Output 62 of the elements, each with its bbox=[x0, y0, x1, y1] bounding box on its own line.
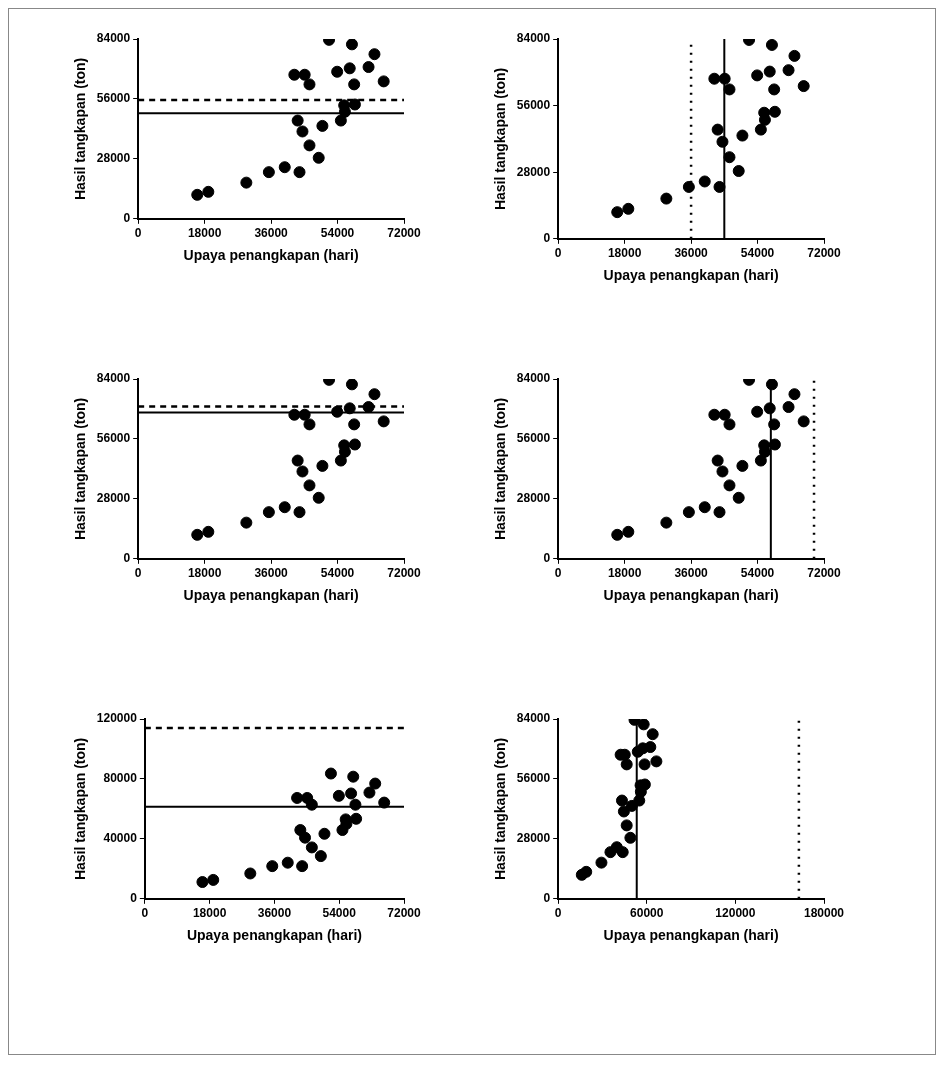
y-tick-label: 28000 bbox=[516, 164, 551, 179]
x-tick-label: 54000 bbox=[740, 246, 775, 261]
y-tick-label: 84000 bbox=[516, 31, 551, 46]
y-tick-label: 56000 bbox=[96, 431, 131, 446]
y-tick-label: 84000 bbox=[96, 31, 131, 46]
x-tick-label: 180000 bbox=[803, 906, 845, 921]
x-tick-label: 72000 bbox=[807, 246, 842, 261]
y-axis-title: Hasil tangkapan (ton) bbox=[72, 737, 89, 881]
x-tick-label: 36000 bbox=[257, 906, 292, 921]
x-axis-title: Upaya penangkapan (hari) bbox=[183, 587, 359, 604]
y-tick-label: 84000 bbox=[516, 711, 551, 726]
y-tick-label: 56000 bbox=[516, 771, 551, 786]
x-tick-label: 18000 bbox=[187, 566, 222, 581]
x-axis-title: Upaya penangkapan (hari) bbox=[186, 927, 362, 944]
y-tick-label: 0 bbox=[130, 891, 138, 906]
x-tick-label: 36000 bbox=[674, 566, 709, 581]
x-tick-label: 72000 bbox=[387, 566, 422, 581]
x-tick-label: 60000 bbox=[630, 906, 664, 921]
x-tick-label: 54000 bbox=[320, 566, 355, 581]
x-tick-label: 54000 bbox=[740, 566, 775, 581]
x-tick-label: 120000 bbox=[715, 906, 756, 921]
y-tick-label: 40000 bbox=[103, 831, 138, 846]
y-tick-label: 28000 bbox=[96, 491, 131, 506]
x-tick-label: 72000 bbox=[807, 566, 842, 581]
y-tick-label: 0 bbox=[543, 891, 551, 906]
x-tick-label: 54000 bbox=[322, 906, 357, 921]
y-tick-label: 56000 bbox=[516, 97, 551, 112]
y-tick-label: 28000 bbox=[516, 831, 551, 846]
x-tick-label: 36000 bbox=[254, 226, 289, 241]
y-tick-label: 0 bbox=[543, 551, 551, 566]
x-tick-label: 18000 bbox=[192, 906, 227, 921]
y-tick-label: 28000 bbox=[516, 491, 551, 506]
x-tick-label: 0 bbox=[141, 906, 149, 921]
x-tick-label: 0 bbox=[554, 246, 562, 261]
x-tick-label: 18000 bbox=[607, 566, 642, 581]
y-tick-label: 0 bbox=[123, 211, 131, 226]
x-tick-label: 72000 bbox=[387, 906, 422, 921]
x-axis-title: Upaya penangkapan (hari) bbox=[603, 267, 779, 284]
x-axis-title: Upaya penangkapan (hari) bbox=[603, 587, 779, 604]
x-tick-label: 18000 bbox=[187, 226, 222, 241]
x-axis-title: Upaya penangkapan (hari) bbox=[603, 927, 779, 944]
x-tick-label: 0 bbox=[554, 566, 562, 581]
x-tick-label: 0 bbox=[554, 906, 562, 921]
x-axis-title: Upaya penangkapan (hari) bbox=[183, 247, 359, 264]
y-tick-label: 120000 bbox=[96, 711, 138, 726]
y-tick-label: 84000 bbox=[96, 371, 131, 386]
y-tick-label: 0 bbox=[123, 551, 131, 566]
x-tick-label: 36000 bbox=[674, 246, 709, 261]
y-tick-label: 56000 bbox=[516, 431, 551, 446]
y-axis-title: Hasil tangkapan (ton) bbox=[72, 397, 89, 541]
x-tick-label: 54000 bbox=[320, 226, 355, 241]
y-axis-title: Hasil tangkapan (ton) bbox=[492, 397, 509, 541]
x-tick-label: 36000 bbox=[254, 566, 289, 581]
x-tick-label: 72000 bbox=[387, 226, 422, 241]
y-tick-label: 84000 bbox=[516, 371, 551, 386]
y-tick-label: 28000 bbox=[96, 151, 131, 166]
y-tick-label: 56000 bbox=[96, 91, 131, 106]
y-axis-title: Hasil tangkapan (ton) bbox=[72, 57, 89, 201]
x-tick-label: 18000 bbox=[607, 246, 642, 261]
y-axis-title: Hasil tangkapan (ton) bbox=[492, 737, 509, 881]
y-tick-label: 80000 bbox=[103, 771, 138, 786]
y-axis-title: Hasil tangkapan (ton) bbox=[492, 67, 509, 211]
